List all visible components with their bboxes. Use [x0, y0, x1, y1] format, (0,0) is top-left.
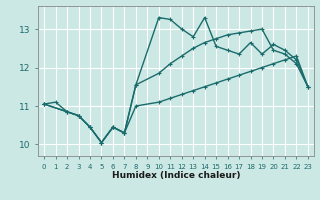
X-axis label: Humidex (Indice chaleur): Humidex (Indice chaleur)	[112, 171, 240, 180]
